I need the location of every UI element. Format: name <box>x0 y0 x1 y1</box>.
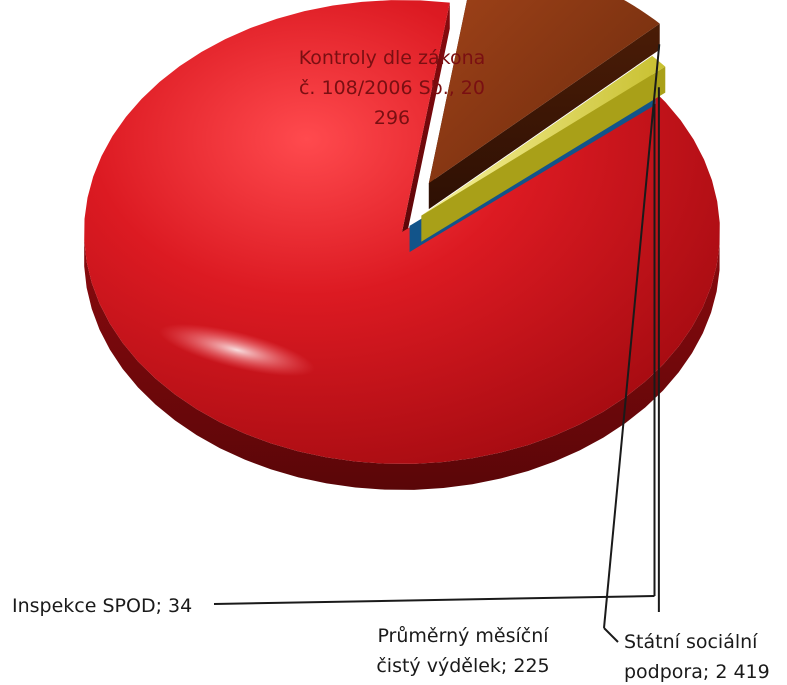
pie-slice-top-1 <box>428 0 660 184</box>
callout-line-slice-1 <box>603 44 661 629</box>
pie-labels: Kontroly dle zákona č. 108/2006 Sb., 20 29… <box>12 47 770 683</box>
label-slice-2: Průměrný měsíční čistý výdělek; 225 <box>376 625 549 677</box>
callout-line-slice-1b <box>603 627 619 643</box>
pie-slice-top-2 <box>421 56 666 216</box>
label-slice-1: Státní sociální podpora; 2 419 <box>624 631 770 683</box>
pie-slice-wall-b-2 <box>421 66 666 242</box>
pie-slice-1 <box>428 0 660 210</box>
pie-slice-2 <box>421 56 666 242</box>
pie-slices <box>84 0 720 490</box>
callout-line-slice-3b <box>213 595 655 605</box>
label-slice-3: Inspekce SPOD; 34 <box>12 595 192 617</box>
pie-slice-wall-b-1 <box>428 23 660 210</box>
pie-slice-wall-b-0 <box>402 2 450 258</box>
pie-gloss-highlight <box>159 323 315 377</box>
pie-callouts <box>213 44 661 643</box>
label-slice-0: Kontroly dle zákona č. 108/2006 Sb., 20 29… <box>299 47 486 129</box>
